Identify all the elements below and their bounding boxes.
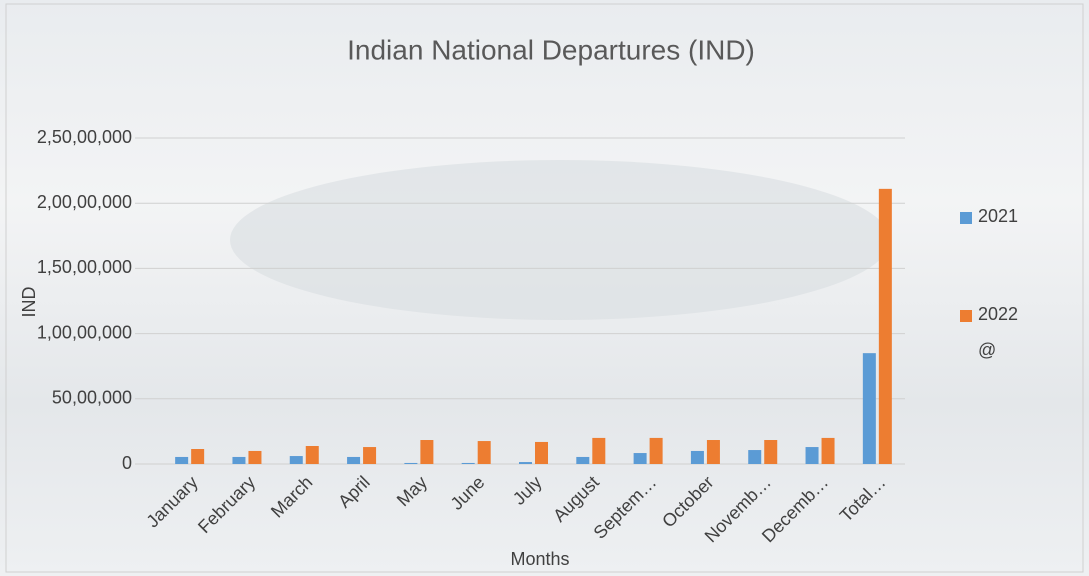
x-tick-label: April	[334, 472, 374, 512]
chart-title: Indian National Departures (IND)	[347, 34, 755, 65]
bar	[863, 353, 876, 464]
bar	[806, 447, 819, 464]
legend-item: 2021	[960, 207, 1040, 234]
bar	[592, 438, 605, 464]
bar	[650, 438, 663, 464]
x-tick-label: Septem…	[590, 472, 661, 543]
bar	[191, 449, 204, 464]
x-tick-label: March	[267, 472, 317, 522]
x-axis-title: Months	[510, 549, 569, 569]
bar	[290, 456, 303, 464]
legend-swatch	[960, 212, 972, 224]
y-tick-label: 50,00,000	[52, 388, 132, 408]
bar	[462, 463, 475, 464]
x-tick-label: February	[194, 472, 259, 537]
bar	[232, 457, 245, 464]
x-tick-label: May	[393, 472, 431, 510]
bar	[175, 457, 188, 464]
background-plane	[230, 160, 890, 320]
bar	[420, 440, 433, 464]
x-tick-label: Total…	[836, 472, 890, 526]
bar	[404, 463, 417, 464]
bar	[478, 441, 491, 464]
bar	[707, 440, 720, 464]
bar	[306, 446, 319, 464]
y-tick-label: 2,50,00,000	[37, 127, 132, 147]
x-tick-label: January	[142, 472, 201, 531]
bar	[634, 453, 647, 464]
bar	[748, 450, 761, 464]
chart: Indian National Departures (IND) IND Mon…	[0, 0, 1089, 576]
x-tick-label: October	[658, 472, 717, 531]
bar	[576, 457, 589, 464]
bar	[363, 447, 376, 464]
x-tick-label: June	[447, 472, 489, 514]
y-tick-label: 1,50,00,000	[37, 257, 132, 277]
bar	[764, 440, 777, 464]
y-tick-label: 2,00,00,000	[37, 192, 132, 212]
bar	[691, 451, 704, 464]
bar	[248, 451, 261, 464]
bar	[822, 438, 835, 464]
bar	[535, 442, 548, 464]
bar	[879, 189, 892, 464]
bar	[347, 457, 360, 464]
x-tick-label: July	[509, 472, 546, 509]
chart-container: Indian National Departures (IND) IND Mon…	[0, 0, 1089, 576]
y-tick-label: 0	[122, 453, 132, 473]
legend-label: 2021	[978, 198, 1026, 234]
y-tick-label: 1,00,00,000	[37, 322, 132, 342]
legend-label: 2022 @	[978, 296, 1026, 368]
legend-swatch	[960, 310, 972, 322]
bar	[519, 462, 532, 464]
x-tick-label: August	[549, 472, 603, 526]
y-axis-title: IND	[19, 287, 39, 318]
legend-item: 2022 @	[960, 305, 1040, 368]
